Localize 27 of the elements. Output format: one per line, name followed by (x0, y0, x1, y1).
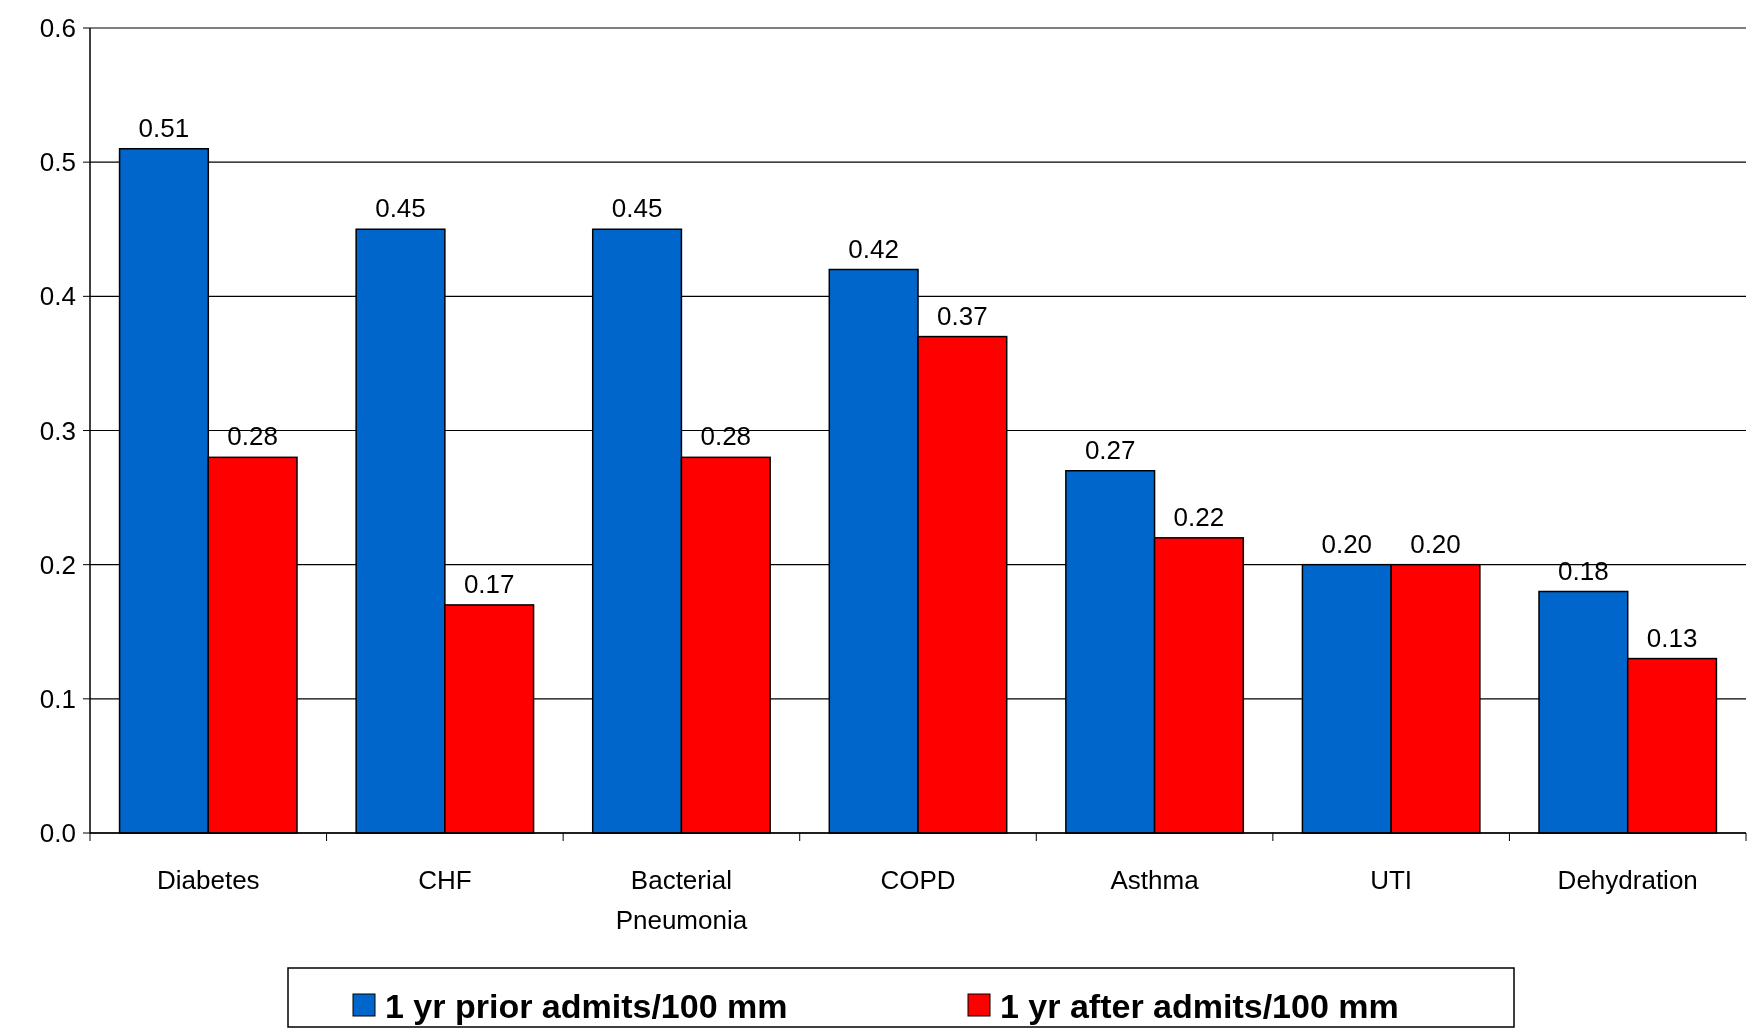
data-label: 0.51 (138, 112, 190, 143)
y-tick-label: 0.1 (39, 683, 76, 714)
data-label: 0.45 (375, 193, 426, 224)
legend-label: 1 yr after admits/100 mm (1000, 986, 1399, 1025)
data-label: 0.45 (611, 193, 663, 224)
data-label: 0.20 (1410, 528, 1461, 559)
data-label: 0.22 (1173, 501, 1225, 532)
y-tick-label: 0.5 (39, 147, 76, 178)
data-label: 0.13 (1646, 622, 1698, 653)
y-tick-label: 0.4 (39, 281, 76, 312)
y-tick-label: 0.2 (39, 549, 76, 580)
y-tick-label: 0.3 (39, 415, 76, 446)
data-label: 0.37 (937, 300, 988, 331)
data-label: 0.27 (1084, 434, 1136, 465)
x-tick-label: CHF (418, 865, 472, 895)
x-tick-label: COPD (880, 865, 956, 895)
y-tick-label: 0.6 (39, 13, 76, 44)
x-tick-label: Bacterial Pneumonia (615, 865, 748, 935)
data-label: 0.42 (848, 233, 899, 264)
x-tick-label: Diabetes (156, 865, 260, 895)
legend-label: 1 yr prior admits/100 mm (385, 986, 788, 1025)
data-label: 0.17 (463, 568, 515, 599)
x-tick-label: Dehydration (1557, 865, 1698, 895)
y-tick-label: 0.0 (39, 818, 76, 849)
x-tick-label: UTI (1370, 865, 1413, 895)
x-tick-label: Asthma (1110, 865, 1200, 895)
data-label: 0.20 (1321, 528, 1373, 559)
